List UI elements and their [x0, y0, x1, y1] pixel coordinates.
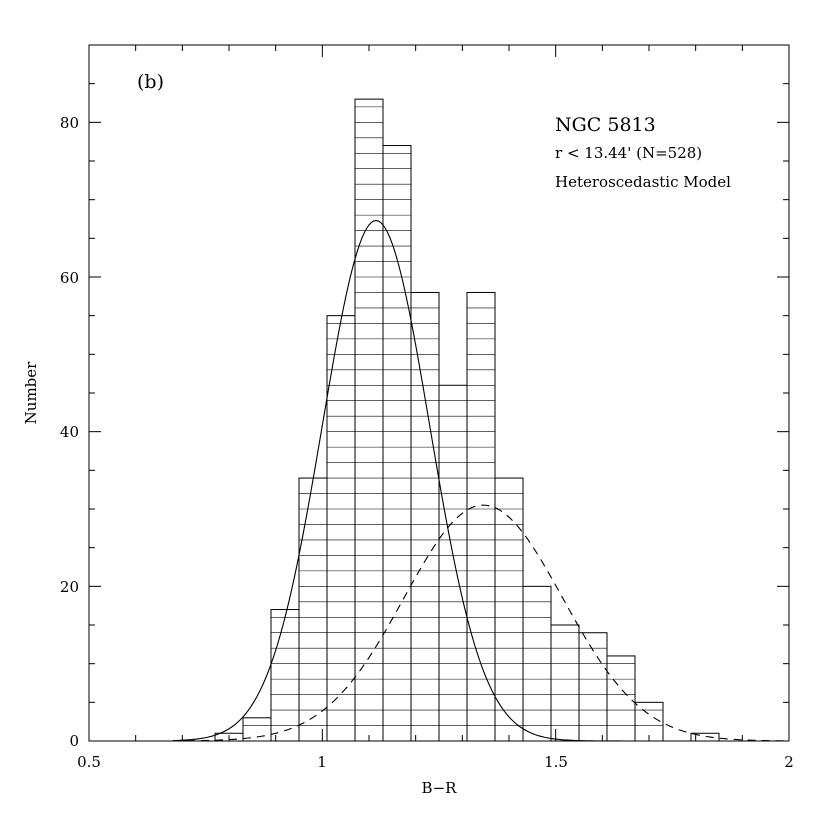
x-tick-label: 1.5: [544, 753, 568, 771]
axis-ticks: [88, 44, 790, 742]
y-tick-label: 60: [60, 269, 79, 287]
y-tick-label: 80: [60, 114, 79, 132]
x-tick-label: 1: [317, 753, 327, 771]
y-axis-label: Number: [22, 361, 40, 424]
annotation-object: NGC 5813: [555, 114, 656, 136]
x-tick-label: 0.5: [77, 753, 101, 771]
x-tick-label: 2: [784, 753, 794, 771]
annotation-subset: r < 13.44' (N=528): [555, 144, 702, 162]
histogram-hatching: [243, 106, 663, 726]
y-tick-label: 0: [69, 732, 79, 750]
y-tick-label: 40: [60, 423, 79, 441]
y-tick-label: 20: [60, 578, 79, 596]
x-axis-label: B−R: [422, 779, 458, 797]
dashed-gaussian-curve: [172, 504, 785, 742]
annotation-model: Heteroscedastic Model: [555, 173, 731, 191]
panel-label: (b): [137, 71, 164, 93]
